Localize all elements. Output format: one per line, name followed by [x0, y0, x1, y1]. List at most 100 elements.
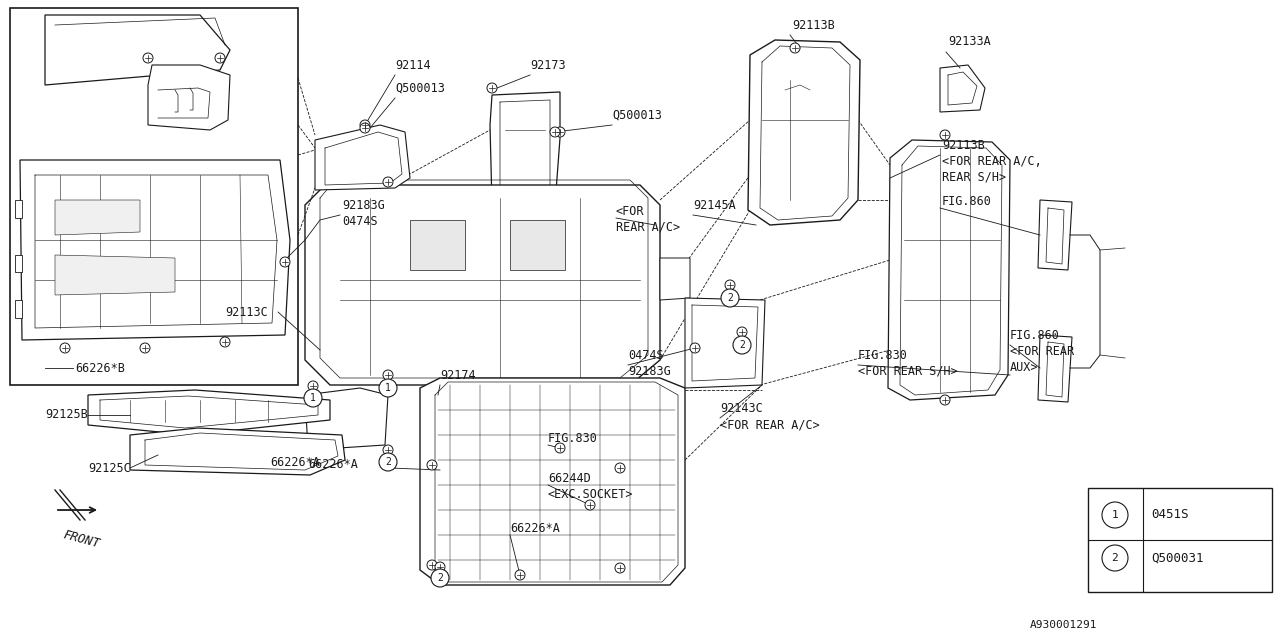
- Bar: [1088, 488, 1272, 592]
- Text: FIG.830: FIG.830: [548, 432, 598, 445]
- Text: 66226*A: 66226*A: [308, 458, 358, 472]
- Polygon shape: [940, 65, 986, 112]
- Text: 1: 1: [1111, 510, 1119, 520]
- Circle shape: [280, 257, 291, 267]
- Polygon shape: [45, 15, 230, 85]
- Text: 92183G: 92183G: [628, 365, 671, 378]
- Text: FIG.860: FIG.860: [942, 195, 992, 208]
- Polygon shape: [15, 255, 22, 272]
- Text: REAR S/H>: REAR S/H>: [942, 171, 1006, 184]
- Circle shape: [940, 395, 950, 405]
- Text: Q500013: Q500013: [396, 82, 445, 95]
- Text: 1: 1: [310, 393, 316, 403]
- Bar: [10, 8, 298, 385]
- Circle shape: [60, 343, 70, 353]
- Circle shape: [431, 569, 449, 587]
- Text: 92113B: 92113B: [792, 19, 835, 32]
- Text: FIG.830: FIG.830: [858, 349, 908, 362]
- Circle shape: [940, 130, 950, 140]
- Text: <FOR REAR A/C>: <FOR REAR A/C>: [719, 418, 819, 431]
- Circle shape: [360, 123, 370, 133]
- Polygon shape: [509, 220, 564, 270]
- Text: 2: 2: [727, 293, 733, 303]
- Text: 2: 2: [739, 340, 745, 350]
- Text: 92125B: 92125B: [45, 408, 88, 422]
- Text: 0474S: 0474S: [628, 349, 663, 362]
- Circle shape: [308, 381, 317, 391]
- Text: 92113B: 92113B: [942, 139, 984, 152]
- Circle shape: [140, 343, 150, 353]
- Circle shape: [1102, 545, 1128, 571]
- Text: 92145A: 92145A: [692, 199, 736, 212]
- Text: 92113C: 92113C: [225, 305, 268, 319]
- Text: 66244D: 66244D: [548, 472, 591, 485]
- Polygon shape: [55, 200, 140, 235]
- Polygon shape: [15, 300, 22, 318]
- Polygon shape: [305, 185, 660, 385]
- Polygon shape: [660, 258, 690, 300]
- Polygon shape: [88, 390, 330, 435]
- Circle shape: [220, 337, 230, 347]
- Text: 92143C: 92143C: [719, 402, 763, 415]
- Circle shape: [737, 327, 748, 337]
- Text: 92114: 92114: [396, 59, 430, 72]
- Circle shape: [428, 560, 436, 570]
- Text: 66226*A: 66226*A: [270, 456, 320, 468]
- Circle shape: [428, 460, 436, 470]
- Circle shape: [379, 379, 397, 397]
- Circle shape: [215, 53, 225, 63]
- Circle shape: [383, 445, 393, 455]
- Circle shape: [1102, 502, 1128, 528]
- Text: 92183G: 92183G: [342, 199, 385, 212]
- Text: 0451S: 0451S: [1151, 509, 1189, 522]
- Circle shape: [550, 127, 561, 137]
- Polygon shape: [55, 255, 175, 295]
- Circle shape: [556, 443, 564, 453]
- Polygon shape: [131, 428, 346, 475]
- Text: <FOR: <FOR: [616, 205, 645, 218]
- Circle shape: [383, 177, 393, 187]
- Text: 0474S: 0474S: [342, 215, 378, 228]
- Circle shape: [360, 120, 370, 130]
- Text: 1: 1: [385, 383, 390, 393]
- Polygon shape: [1038, 335, 1073, 402]
- Polygon shape: [305, 388, 388, 450]
- Text: A930001291: A930001291: [1030, 620, 1097, 630]
- Text: 2: 2: [385, 457, 390, 467]
- Circle shape: [435, 562, 445, 572]
- Text: <EXC.SOCKET>: <EXC.SOCKET>: [548, 488, 634, 501]
- Text: Q500031: Q500031: [1151, 552, 1203, 564]
- Text: 2: 2: [436, 573, 443, 583]
- Text: 2: 2: [1111, 553, 1119, 563]
- Polygon shape: [148, 65, 230, 130]
- Text: <FOR REAR: <FOR REAR: [1010, 345, 1074, 358]
- Circle shape: [515, 570, 525, 580]
- Polygon shape: [748, 40, 860, 225]
- Text: <FOR REAR S/H>: <FOR REAR S/H>: [858, 365, 957, 378]
- Polygon shape: [15, 200, 22, 218]
- Circle shape: [556, 127, 564, 137]
- Circle shape: [733, 336, 751, 354]
- Text: 92174: 92174: [440, 369, 476, 382]
- Circle shape: [690, 343, 700, 353]
- Polygon shape: [1038, 200, 1073, 270]
- Circle shape: [585, 500, 595, 510]
- Circle shape: [790, 43, 800, 53]
- Text: FRONT: FRONT: [61, 528, 101, 550]
- Circle shape: [724, 280, 735, 290]
- Text: AUX>: AUX>: [1010, 361, 1038, 374]
- Polygon shape: [410, 220, 465, 270]
- Polygon shape: [888, 140, 1010, 400]
- Polygon shape: [315, 125, 410, 190]
- Text: 66226*A: 66226*A: [509, 522, 559, 535]
- Text: Q500013: Q500013: [612, 109, 662, 122]
- Text: 66226*B: 66226*B: [76, 362, 125, 374]
- Text: 92173: 92173: [530, 59, 566, 72]
- Text: 92133A: 92133A: [948, 35, 991, 48]
- Text: 92125C: 92125C: [88, 461, 131, 474]
- Polygon shape: [420, 378, 685, 585]
- Circle shape: [486, 83, 497, 93]
- Circle shape: [614, 463, 625, 473]
- Circle shape: [383, 370, 393, 380]
- Circle shape: [614, 563, 625, 573]
